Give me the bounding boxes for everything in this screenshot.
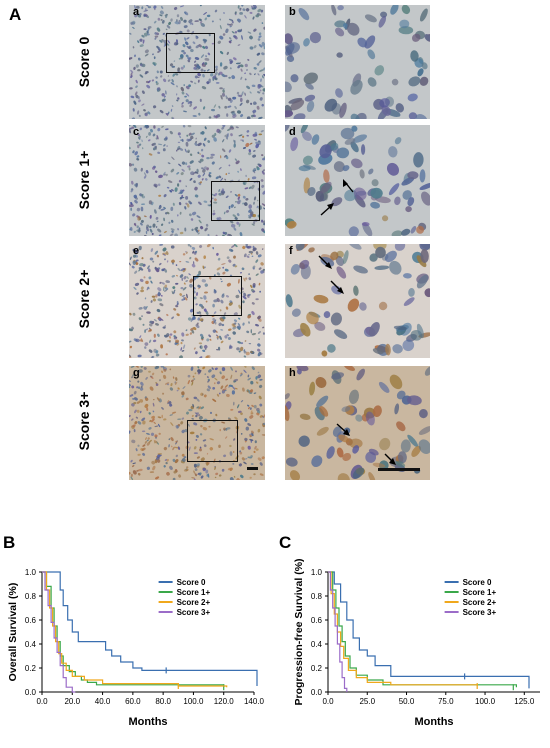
legend-label-2: Score 2+ — [177, 598, 211, 607]
x-tick-label: 0.0 — [322, 697, 334, 706]
x-tick-label: 0.0 — [36, 697, 48, 706]
tissue-texture-zoom — [285, 5, 430, 119]
row-label-score-1: Score 1+ — [76, 150, 92, 210]
series-line-0 — [328, 571, 530, 689]
y-tick-label: 0.0 — [25, 688, 37, 697]
y-tick-label: 0.4 — [25, 640, 37, 649]
tissue-texture-zoom — [285, 125, 430, 236]
x-tick-label: 100.0 — [183, 697, 204, 706]
y-tick-label: 0.2 — [25, 664, 37, 673]
legend-label-1: Score 1+ — [463, 588, 497, 597]
tile-letter-b: b — [289, 6, 296, 18]
y-tick-label: 1.0 — [25, 568, 37, 577]
legend-label-0: Score 0 — [463, 578, 492, 587]
x-tick-label: 60.0 — [125, 697, 141, 706]
zoom-region-box — [166, 33, 215, 73]
series-line-0 — [42, 571, 258, 686]
series-line-3 — [328, 571, 348, 692]
tile-letter-c: c — [133, 126, 140, 138]
tile-letter-e: e — [133, 245, 140, 257]
x-axis-label: Months — [128, 716, 167, 728]
y-tick-label: 0.2 — [311, 664, 323, 673]
x-tick-label: 40.0 — [95, 697, 111, 706]
x-tick-label: 100.0 — [475, 697, 496, 706]
panel-b-letter: B — [3, 533, 16, 552]
row-label-score-2: Score 2+ — [76, 269, 92, 329]
arrows-overlay — [318, 255, 344, 294]
x-tick-label: 75.0 — [438, 697, 454, 706]
legend-label-0: Score 0 — [177, 578, 206, 587]
panel-c-letter: C — [279, 533, 292, 552]
micrograph-f: f — [285, 244, 430, 358]
micrograph-g: g — [129, 366, 265, 480]
y-tick-label: 0.8 — [25, 592, 37, 601]
y-tick-label: 0.0 — [311, 688, 323, 697]
micrograph-e: e — [129, 244, 265, 358]
overall-survival-chart: 0.0 0.2 0.4 0.6 0.8 1.0 0.0 20.0 40.0 60.0 80.0 100… — [7, 568, 265, 728]
arrows-overlay — [320, 179, 354, 216]
legend-label-2: Score 2+ — [463, 598, 497, 607]
legend-label-1: Score 1+ — [177, 588, 211, 597]
y-tick-label: 1.0 — [311, 568, 323, 577]
y-axis-label: Progression-free Survival (%) — [293, 558, 305, 705]
micrograph-h: h — [285, 366, 430, 480]
y-tick-label: 0.4 — [311, 640, 323, 649]
x-tick-label: 20.0 — [64, 697, 80, 706]
row-label-score-0: Score 0 — [76, 36, 92, 88]
micrograph-d: d — [285, 125, 430, 236]
tissue-texture — [129, 244, 265, 358]
tile-letter-f: f — [289, 245, 293, 257]
y-tick-label: 0.8 — [311, 592, 323, 601]
series-line-2 — [328, 571, 478, 686]
zoom-region-box — [187, 420, 238, 462]
x-tick-label: 25.0 — [359, 697, 375, 706]
tile-letter-a: a — [133, 6, 140, 18]
tissue-texture — [129, 5, 265, 119]
x-tick-label: 140.0 — [244, 697, 265, 706]
tissue-texture — [129, 125, 265, 236]
legend-label-3: Score 3+ — [177, 608, 211, 617]
y-tick-label: 0.6 — [311, 616, 323, 625]
series-line-1 — [328, 571, 517, 688]
x-axis-label: Months — [414, 716, 453, 728]
series-line-3 — [42, 571, 76, 693]
scale-bar — [247, 467, 258, 470]
tile-letter-h: h — [289, 367, 296, 379]
arrows-overlay — [336, 423, 396, 465]
zoom-region-box — [211, 181, 260, 221]
scale-bar — [378, 468, 420, 471]
x-tick-label: 125.0 — [514, 697, 535, 706]
x-tick-label: 50.0 — [399, 697, 415, 706]
tissue-texture-zoom — [285, 244, 430, 358]
y-axis-label: Overall Survival (%) — [7, 583, 19, 682]
micrograph-b: b — [285, 5, 430, 119]
micrograph-c: c — [129, 125, 265, 236]
row-label-score-3: Score 3+ — [76, 391, 92, 451]
tile-letter-g: g — [133, 367, 140, 379]
legend-label-3: Score 3+ — [463, 608, 497, 617]
panel-a-letter: A — [9, 5, 22, 24]
series-line-2 — [42, 571, 228, 688]
tile-letter-d: d — [289, 126, 296, 138]
x-tick-label: 120.0 — [214, 697, 235, 706]
zoom-region-box — [193, 276, 242, 316]
progression-free-survival-chart: 0.0 0.2 0.4 0.6 0.8 1.0 0.0 25.0 50.0 75.0 100.0 12… — [293, 558, 540, 728]
micrograph-a: a — [129, 5, 265, 119]
x-tick-label: 80.0 — [155, 697, 171, 706]
y-tick-label: 0.6 — [25, 616, 37, 625]
